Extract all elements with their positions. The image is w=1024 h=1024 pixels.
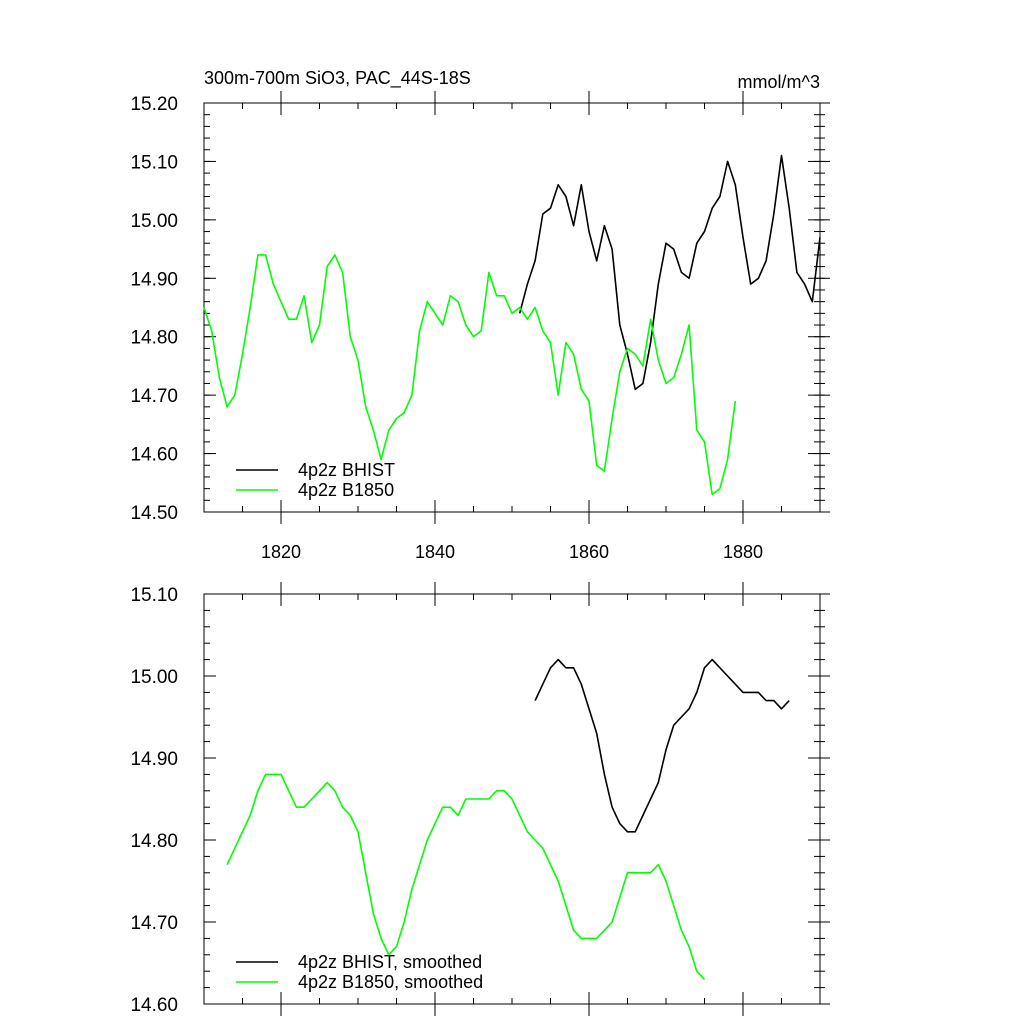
series-line-b1850 bbox=[203, 254, 737, 496]
series-line-bhist bbox=[518, 154, 821, 391]
legend-label: 4p2z BHIST bbox=[298, 460, 395, 480]
y-tick-label: 14.50 bbox=[130, 503, 178, 524]
x-tick-label: 1820 bbox=[261, 542, 301, 562]
series-line-bhist bbox=[534, 658, 790, 833]
top-panel: 1820 1840 1860 1880 14.50 14.60 14.70 14.80 14.9… bbox=[130, 91, 830, 562]
y-tick-label: 15.00 bbox=[130, 667, 178, 688]
chart-title: 300m-700m SiO3, PAC_44S-18S bbox=[204, 68, 471, 89]
y-tick-label: 14.60 bbox=[130, 995, 178, 1016]
legend-label: 4p2z B1850, smoothed bbox=[298, 972, 483, 992]
x-tick-label: 1880 bbox=[723, 542, 763, 562]
y-tick-label: 15.20 bbox=[130, 94, 178, 115]
y-tick-label: 14.70 bbox=[130, 913, 178, 934]
y-tick-label: 14.90 bbox=[130, 749, 178, 770]
x-tick-label: 1860 bbox=[569, 542, 609, 562]
y-tick-label: 15.00 bbox=[130, 211, 178, 232]
y-tick-label: 15.10 bbox=[130, 152, 178, 173]
y-tick-label: 14.90 bbox=[130, 269, 178, 290]
y-tick-label: 14.60 bbox=[130, 445, 178, 466]
y-tick-label: 14.70 bbox=[130, 386, 178, 407]
bottom-panel: 14.60 14.70 14.80 14.90 15.00 15.10 4p2z BHIST… bbox=[130, 582, 830, 1016]
y-tick-label: 15.10 bbox=[130, 585, 178, 606]
legend-label: 4p2z BHIST, smoothed bbox=[298, 952, 482, 972]
y-tick-label: 14.80 bbox=[130, 328, 178, 349]
legend-label: 4p2z B1850 bbox=[298, 480, 394, 500]
y-tick-label: 14.80 bbox=[130, 831, 178, 852]
chart-units-label: mmol/m^3 bbox=[738, 72, 820, 92]
series-line-b1850 bbox=[226, 773, 706, 980]
x-tick-label: 1840 bbox=[415, 542, 455, 562]
